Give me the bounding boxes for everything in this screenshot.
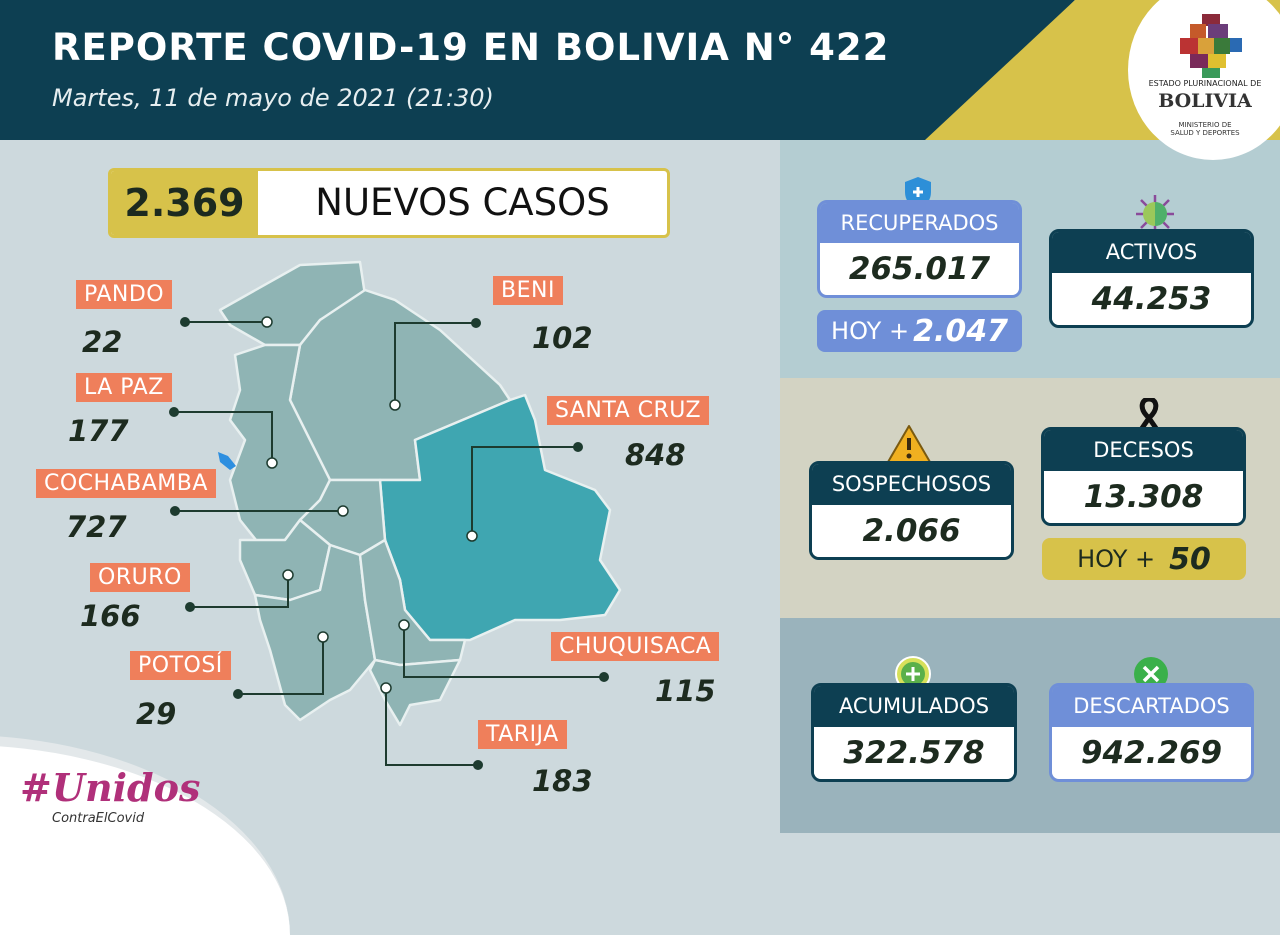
dept-label-tarija: TARIJA: [478, 720, 567, 749]
dept-label-beni: BENI: [493, 276, 563, 305]
new-cases-value: 2.369: [111, 171, 258, 235]
dept-label-santa-cruz: SANTA CRUZ: [547, 396, 710, 425]
ministry-logo: ESTADO PLURINACIONAL DE BOLIVIA MINISTER…: [1128, 0, 1280, 160]
new-cases-box: 2.369 NUEVOS CASOS: [108, 168, 670, 238]
recovered-today-value: 2.047: [913, 313, 1008, 349]
map-chuquisaca: [358, 538, 467, 667]
bolivia-map: [169, 260, 622, 770]
today-label: HOY +: [831, 317, 910, 345]
dept-cases-potosi: 29: [136, 697, 177, 731]
warning-icon: [887, 425, 931, 463]
deaths-label: DECESOS: [1044, 430, 1243, 471]
discarded-value: 942.269: [1052, 726, 1251, 779]
virus-icon: [1136, 195, 1174, 233]
recovered-card: RECUPERADOS 265.017: [817, 200, 1022, 298]
dept-cases-beni: 102: [532, 321, 593, 355]
dept-label-chuquisaca: CHUQUISACA: [551, 632, 720, 661]
accumulated-card: ACUMULADOS 322.578: [811, 683, 1017, 782]
deaths-today-value: 50: [1169, 541, 1211, 577]
campaign-subtitle: ContraElCovid: [52, 811, 145, 826]
deaths-value: 13.308: [1044, 470, 1243, 523]
campaign-hashtag: #Unidos: [20, 765, 201, 810]
page-title: REPORTE COVID-19 EN BOLIVIA N° 422: [52, 26, 890, 69]
lake-titicaca: [218, 452, 236, 470]
active-card: ACTIVOS 44.253: [1049, 229, 1254, 328]
dept-label-oruro: ORURO: [90, 563, 190, 592]
accumulated-label: ACUMULADOS: [814, 686, 1014, 727]
dept-cases-santa-cruz: 848: [625, 438, 686, 472]
today-label: HOY +: [1077, 545, 1156, 573]
discarded-label: DESCARTADOS: [1052, 686, 1251, 727]
dept-cases-tarija: 183: [532, 764, 593, 798]
logo-text: ESTADO PLURINACIONAL DE: [1148, 79, 1262, 88]
dept-cases-la-paz: 177: [68, 414, 129, 448]
logo-text: BOLIVIA: [1158, 90, 1252, 112]
deaths-card: DECESOS 13.308: [1041, 427, 1246, 526]
discarded-card: DESCARTADOS 942.269: [1049, 683, 1254, 782]
leader-dots: [169, 317, 609, 770]
coat-of-arms-icon: [1180, 14, 1242, 78]
dept-label-la-paz: LA PAZ: [76, 373, 172, 402]
dept-cases-oruro: 166: [80, 599, 141, 633]
active-label: ACTIVOS: [1052, 232, 1251, 273]
recovered-today: HOY +2.047: [817, 310, 1022, 352]
leader-lines: [174, 321, 604, 766]
active-value: 44.253: [1052, 272, 1251, 325]
recovered-value: 265.017: [820, 243, 1019, 295]
dept-label-pando: PANDO: [76, 280, 173, 309]
logo-text: SALUD Y DEPORTES: [1170, 129, 1240, 137]
dept-cases-pando: 22: [82, 325, 123, 359]
new-cases-label: NUEVOS CASOS: [315, 181, 610, 224]
dept-cases-cochabamba: 727: [66, 510, 127, 544]
x-circle-icon: [1134, 657, 1168, 691]
recovered-label: RECUPERADOS: [820, 203, 1019, 244]
plus-circle-icon: [895, 656, 931, 692]
report-date: Martes, 11 de mayo de 2021 (21:30): [52, 84, 494, 112]
suspected-value: 2.066: [812, 504, 1011, 557]
accumulated-value: 322.578: [814, 726, 1014, 779]
suspected-card: SOSPECHOSOS 2.066: [809, 461, 1014, 560]
dept-label-potosi: POTOSÍ: [130, 651, 231, 680]
logo-text: MINISTERIO DE: [1178, 121, 1232, 129]
suspected-label: SOSPECHOSOS: [812, 464, 1011, 505]
map-potosi: [253, 543, 377, 722]
dept-cases-chuquisaca: 115: [655, 674, 716, 708]
deaths-today: HOY + 50: [1042, 538, 1246, 580]
dept-label-cochabamba: COCHABAMBA: [36, 469, 216, 498]
